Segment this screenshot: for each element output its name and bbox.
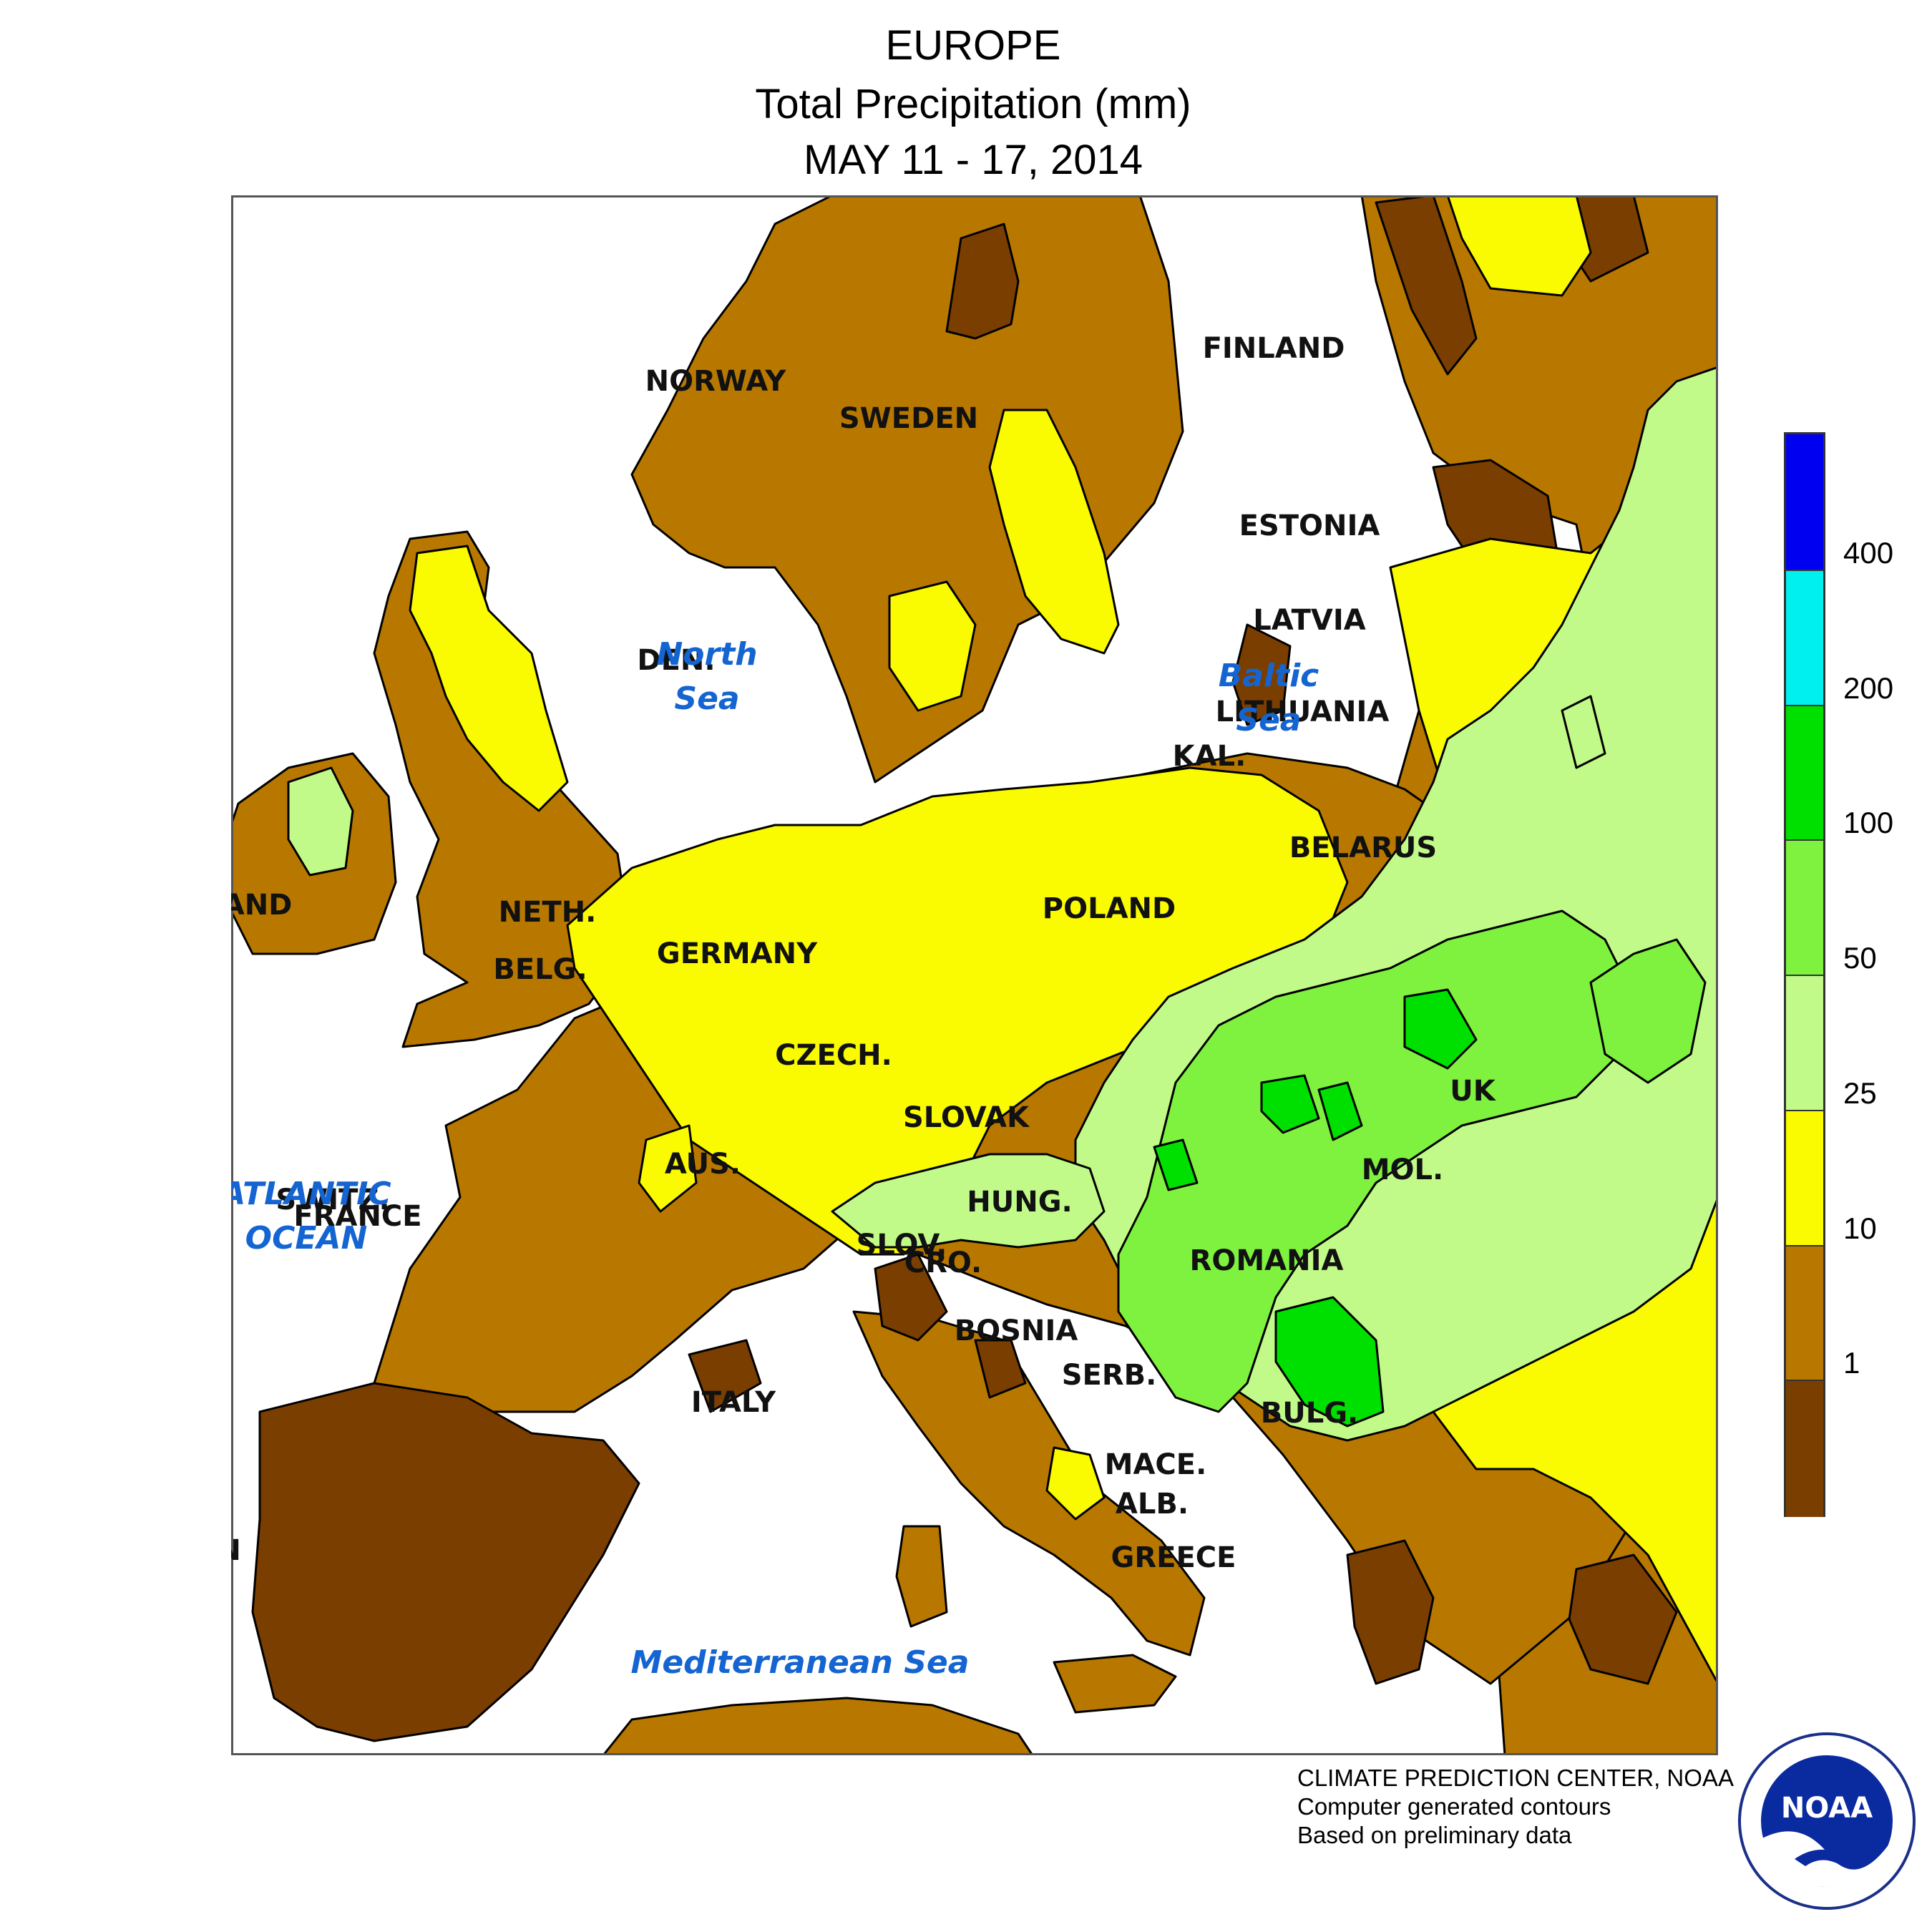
contour-10-25-italy: [1045, 1446, 1106, 1521]
legend-swatch: [1786, 839, 1823, 977]
land-iberia: [251, 1382, 640, 1742]
land-sicily: [1053, 1654, 1177, 1714]
credit-line-2: Computer generated contours: [1297, 1793, 1611, 1820]
map-subtitle-variable: Total Precipitation (mm): [755, 81, 1191, 127]
credit-line-1: CLIMATE PREDICTION CENTER, NOAA: [1297, 1765, 1734, 1791]
country-label-kal: KAL.: [1173, 740, 1246, 773]
land-north-africa: [602, 1697, 1034, 1755]
country-label-norway: NORWAY: [645, 365, 787, 398]
contour-100-200-slovakia-2: [1317, 1081, 1363, 1141]
contour-25-50-ireland: [287, 766, 354, 877]
map-title: EUROPE: [885, 22, 1061, 69]
country-label-serb: SERB.: [1062, 1359, 1157, 1392]
country-label-mol: MOL.: [1362, 1153, 1444, 1186]
map-frame: [231, 195, 1718, 1755]
contour-10-25-finland: [1446, 195, 1592, 297]
map-subtitle-period: MAY 11 - 17, 2014: [804, 137, 1143, 183]
sea-label-baltic-2: Sea: [1236, 702, 1301, 738]
contour-25-50-alps: [831, 1153, 1106, 1249]
credit-line-3: Based on preliminary data: [1297, 1822, 1572, 1848]
noaa-logo-text: NOAA: [1781, 1792, 1873, 1825]
country-label-alb: ALB.: [1116, 1488, 1189, 1521]
land-sardinia: [895, 1525, 948, 1628]
country-label-lithuania: LITHUANIA: [1216, 696, 1390, 728]
legend-swatch: [1786, 704, 1823, 841]
country-label-greece: GREECE: [1111, 1541, 1236, 1574]
country-label-spain: SPAIN: [231, 1534, 241, 1567]
legend-tick-label: 25: [1843, 1075, 1877, 1110]
legend-tick-label: 400: [1843, 535, 1894, 570]
legend-tick-label: 1: [1843, 1346, 1860, 1380]
country-label-italy: ITALY: [691, 1386, 776, 1419]
contour-lt1-turkey: [1568, 1553, 1678, 1685]
contour-10-25-denmark: [888, 580, 977, 712]
country-label-sweden: SWEDEN: [839, 402, 978, 435]
legend-swatch: [1786, 1244, 1823, 1382]
country-label-france: FRANCE: [293, 1200, 421, 1233]
sea-label-atlantic-2: OCEAN: [245, 1220, 368, 1257]
legend-tick-label: 10: [1843, 1211, 1877, 1245]
country-label-neth: NETH.: [499, 896, 597, 929]
legend-swatch: [1786, 1380, 1823, 1517]
country-label-aus: AUS.: [665, 1148, 741, 1181]
contour-100-200-bosnia-serbia: [1274, 1296, 1385, 1428]
legend-swatch: [1786, 434, 1823, 570]
sea-label-north-2: Sea: [674, 680, 739, 717]
country-label-mace: MACE.: [1105, 1448, 1207, 1481]
country-label-czech: CZECH.: [775, 1039, 892, 1072]
contour-25-50-baltic-spot: [1561, 695, 1606, 769]
contour-100-200-austria: [1153, 1138, 1199, 1191]
legend-tick-label: 200: [1843, 670, 1894, 705]
country-label-poland: POLAND: [1043, 892, 1176, 925]
contour-lt1-italy: [974, 1339, 1027, 1399]
country-label-bulg: BULG.: [1261, 1397, 1358, 1430]
contour-10-25-france-spot: [638, 1124, 698, 1213]
contour-50-100-east: [1589, 938, 1707, 1084]
country-label-germany: GERMANY: [657, 937, 818, 970]
sea-label-mediterranean: Mediterranean Sea: [631, 1644, 970, 1681]
country-label-belg: BELG.: [493, 953, 587, 986]
contour-100-200-slovakia: [1260, 1074, 1320, 1134]
contour-lt1-alps: [874, 1253, 948, 1342]
legend-colorbar: [1784, 432, 1825, 1517]
legend-swatch: [1786, 1109, 1823, 1246]
precipitation-map: NORWAY SWEDEN FINLAND ESTONIA LATVIA LITHUANI…: [231, 195, 1718, 1755]
sea-label-atlantic-1: ATLANTIC: [231, 1176, 391, 1212]
contour-lt1-finland: [1375, 195, 1478, 376]
country-label-switz: SWITZ.: [275, 1184, 389, 1216]
contour-lt1-poland: [1231, 623, 1292, 726]
sea-label-baltic-1: Baltic: [1219, 658, 1319, 694]
legend-tick-label: 50: [1843, 941, 1877, 975]
country-label-estonia: ESTONIA: [1239, 509, 1380, 542]
country-label-den: DEN.: [637, 644, 715, 677]
legend-tick-label: 100: [1843, 806, 1894, 840]
contour-lt1-greece: [1346, 1539, 1435, 1685]
land-italy: [852, 1310, 1206, 1657]
country-label-bosnia: BOSNIA: [955, 1314, 1078, 1347]
country-label-cro: CRO.: [904, 1246, 982, 1279]
country-label-romania: ROMANIA: [1190, 1244, 1344, 1277]
country-label-slov: SLOV.: [857, 1229, 947, 1262]
contour-100-200-poland: [1403, 988, 1478, 1070]
contour-lt1-france: [688, 1339, 762, 1413]
legend-swatch: [1786, 975, 1823, 1112]
country-label-latvia: LATVIA: [1253, 604, 1365, 637]
legend-swatch: [1786, 569, 1823, 706]
country-label-hung: HUNG.: [967, 1186, 1072, 1219]
land-scandinavia: [630, 195, 1184, 784]
contour-10-25-sweden: [988, 409, 1120, 655]
contour-10-25-britain: [409, 545, 569, 812]
contour-lt1-norway: [945, 223, 1020, 340]
contour-50-100-central: [1117, 909, 1635, 1413]
country-label-finland: FINLAND: [1203, 332, 1345, 365]
country-label-slovak: SLOVAK: [903, 1101, 1030, 1134]
sea-label-north-1: North: [656, 636, 757, 673]
country-label-england: ENGLAND: [231, 889, 292, 922]
country-label-uk: UK: [1450, 1075, 1496, 1108]
country-label-belarus: BELARUS: [1289, 831, 1437, 864]
noaa-logo: NOAA: [1738, 1732, 1916, 1910]
